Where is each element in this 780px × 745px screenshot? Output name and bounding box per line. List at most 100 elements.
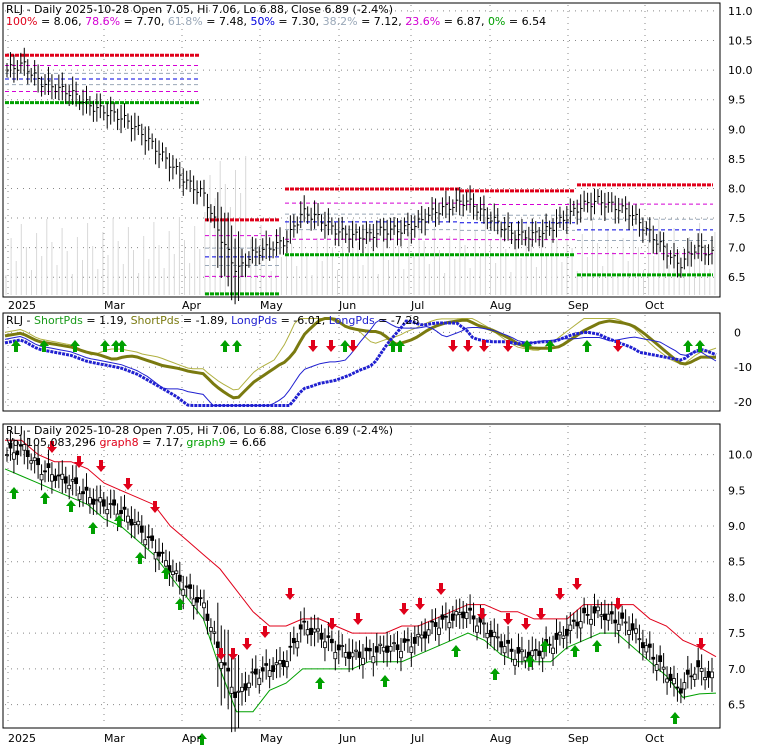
- up-arrow-icon: [380, 675, 390, 687]
- candle-body: [257, 677, 262, 685]
- candle-body: [291, 637, 296, 644]
- candle-body: [578, 621, 583, 629]
- y-tick-label: 10.0: [728, 449, 753, 462]
- x-tick-label: Sep: [568, 299, 589, 312]
- down-arrow-icon: [436, 583, 446, 595]
- price-band-panel: 10.0 9.5 9.0 8.5 8.0 7.5 7.0 6.5 2025 Mar Apr May J…: [2, 423, 753, 745]
- candle-body: [675, 686, 680, 689]
- candle-body: [609, 611, 614, 615]
- legend-part: LongPds: [329, 314, 375, 327]
- candle-body: [388, 646, 393, 652]
- candle-body: [150, 535, 155, 541]
- shortpds-thick-line: [4, 317, 717, 400]
- up-arrow-icon: [315, 677, 325, 689]
- candle-body: [153, 552, 158, 560]
- candle-body: [685, 669, 690, 675]
- candle-body: [457, 612, 462, 616]
- fib-legend-value: = 7.48,: [206, 15, 250, 28]
- price-panel-frame: [2, 2, 721, 298]
- candle-body: [703, 677, 707, 681]
- candle-body: [530, 650, 535, 657]
- candle-body: [347, 651, 352, 659]
- band-legend: Vol 105,083,296 graph8 = 7.17, graph9 = …: [6, 436, 266, 449]
- down-arrow-icon: [96, 460, 106, 472]
- candle-body: [343, 652, 348, 658]
- down-arrow-icon: [415, 598, 425, 610]
- candle-body: [108, 503, 113, 505]
- oscillator-grid: [5, 315, 718, 409]
- y-tick-label: 6.5: [728, 271, 746, 284]
- candle-body: [184, 585, 189, 588]
- down-arrow-icon: [228, 648, 238, 660]
- up-arrow-icon: [388, 340, 398, 352]
- candle-body: [336, 644, 341, 651]
- candle-body: [39, 474, 44, 481]
- candle-body: [253, 668, 258, 675]
- up-arrow-icon: [11, 340, 21, 352]
- candle-body: [361, 657, 365, 665]
- candle-body: [53, 475, 58, 481]
- candle-body: [551, 647, 555, 654]
- candle-body: [430, 620, 434, 623]
- candle-body: [395, 644, 400, 651]
- down-arrow-icon: [353, 613, 363, 625]
- fib-legend: 100% = 8.06, 78.6% = 7.70, 61.8% = 7.48,…: [6, 15, 546, 28]
- band-arrows: [9, 441, 706, 745]
- x-tick-label: 2025: [8, 732, 36, 745]
- x-tick-label: Oct: [645, 299, 665, 312]
- candle-body: [533, 649, 538, 651]
- x-tick-label: Mar: [104, 732, 125, 745]
- candle-body: [506, 639, 511, 644]
- legend-part: = -1.89,: [179, 314, 231, 327]
- candle-body: [285, 661, 289, 668]
- candle-body: [202, 602, 206, 609]
- candle-body: [630, 623, 635, 631]
- down-arrow-icon: [216, 648, 226, 660]
- legend-part: Vol 105,083,296: [6, 436, 99, 449]
- candle-body: [157, 551, 161, 557]
- candle-body: [295, 641, 300, 649]
- down-arrow-icon: [448, 340, 458, 352]
- candle-body: [329, 638, 334, 644]
- volume-bars: [5, 156, 716, 295]
- oscillator-legend: RLJ - ShortPds = 1.19, ShortPds = -1.89,…: [6, 314, 419, 327]
- x-tick-label: Aug: [490, 732, 511, 745]
- x-tick-label: Apr: [182, 732, 202, 745]
- down-arrow-icon: [260, 626, 270, 638]
- x-tick-label: Jun: [338, 299, 356, 312]
- candle-body: [433, 622, 438, 627]
- candle-body: [350, 652, 355, 658]
- fib-legend-label: 78.6%: [85, 15, 123, 28]
- y-tick-label: 9.0: [728, 123, 746, 136]
- price-title: RLJ - Daily 2025-10-28 Open 7.05, Hi 7.0…: [6, 3, 393, 16]
- x-tick-label: May: [260, 299, 283, 312]
- x-tick-label: Aug: [490, 299, 511, 312]
- up-arrow-icon: [197, 733, 207, 745]
- candle-body: [195, 596, 199, 603]
- candle-body: [205, 613, 210, 621]
- candle-body: [599, 614, 604, 617]
- candle-body: [672, 678, 676, 685]
- price-x-ticks: 2025 Mar Apr May Jun Jul Aug Sep Oct: [8, 299, 665, 312]
- candle-body: [644, 645, 649, 653]
- candle-body: [689, 675, 694, 678]
- x-tick-label: Oct: [645, 732, 665, 745]
- candle-body: [67, 484, 72, 490]
- candle-body: [554, 632, 559, 640]
- candle-body: [74, 477, 79, 484]
- y-tick-label: -10: [734, 361, 752, 374]
- price-y-ticks: 11.0 10.5 10.0 9.5 9.0 8.5 8.0 7.5 7.0 6.5: [728, 5, 753, 284]
- candle-body: [423, 631, 428, 639]
- candle-body: [129, 518, 134, 526]
- candle-body: [240, 686, 244, 692]
- y-tick-label: 7.0: [728, 242, 746, 255]
- up-arrow-icon: [683, 340, 693, 352]
- candle-body: [264, 663, 269, 666]
- down-arrow-icon: [150, 501, 160, 513]
- down-arrow-icon: [479, 340, 489, 352]
- candle-body: [222, 662, 227, 666]
- candle-body: [77, 493, 82, 501]
- candle-body: [98, 497, 103, 503]
- up-arrow-icon: [670, 712, 680, 724]
- band-title: RLJ - Daily 2025-10-28 Open 7.05, Hi 7.0…: [6, 424, 393, 437]
